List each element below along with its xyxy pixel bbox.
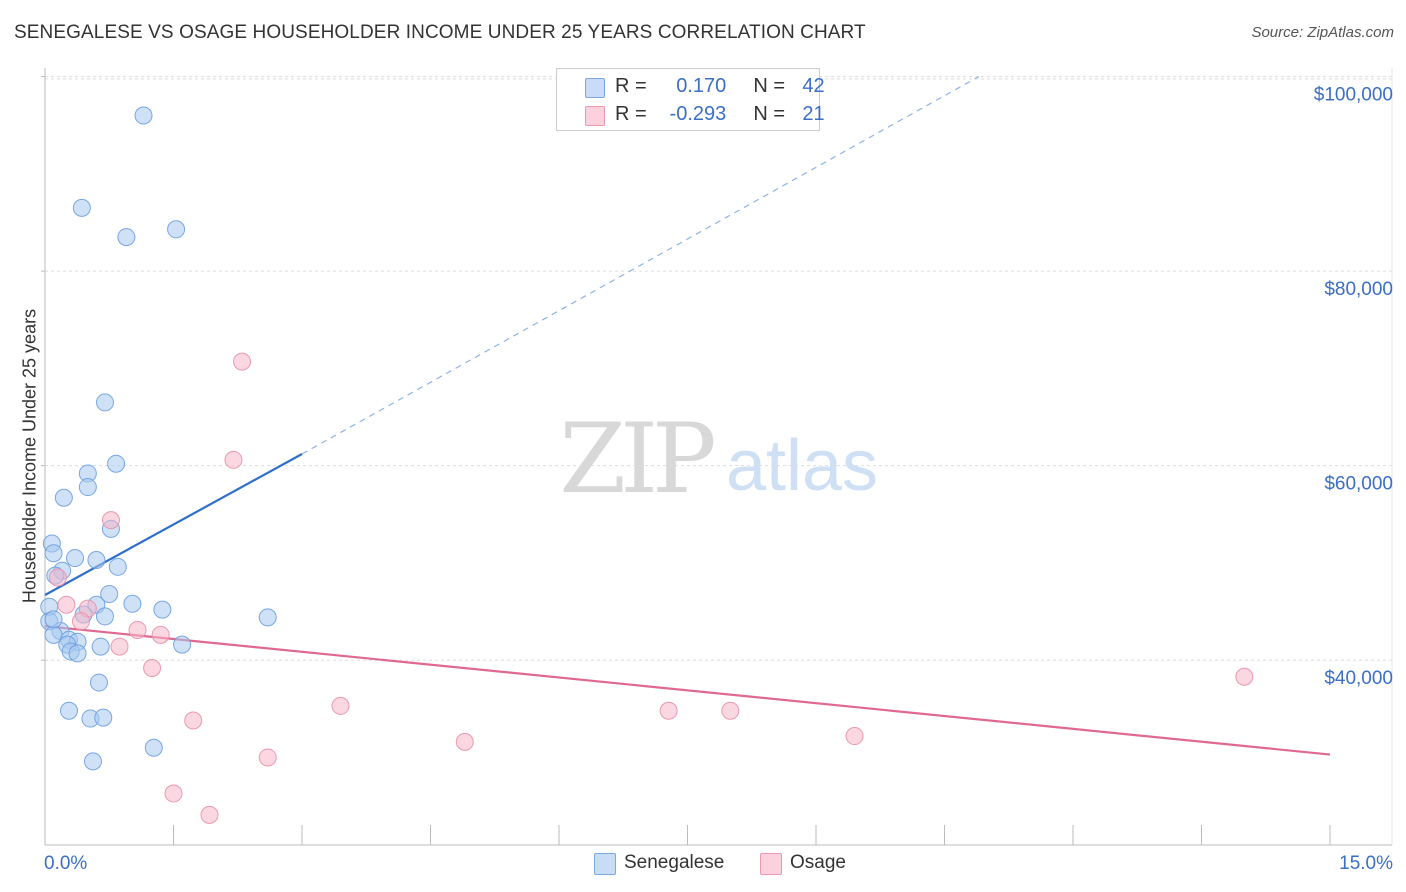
data-point-osage bbox=[331, 696, 350, 715]
trend-line-osage bbox=[44, 625, 1331, 756]
source-label: Source: ZipAtlas.com bbox=[1251, 24, 1394, 41]
data-point-osage bbox=[71, 612, 90, 631]
legend-n-value: 21 bbox=[802, 103, 825, 125]
legend-swatch-osage bbox=[585, 106, 605, 126]
legend-n-value: 42 bbox=[802, 75, 825, 97]
data-point-senegalese bbox=[107, 454, 126, 473]
data-points bbox=[40, 106, 1254, 824]
data-point-osage bbox=[184, 711, 203, 730]
bottom-legend-swatch-osage bbox=[760, 853, 782, 875]
data-point-senegalese bbox=[44, 544, 63, 563]
data-point-osage bbox=[224, 450, 243, 469]
data-point-osage bbox=[57, 595, 76, 614]
legend-r-label: R = bbox=[615, 103, 647, 125]
watermark-zip: ZIP bbox=[559, 403, 714, 515]
data-point-senegalese bbox=[83, 752, 102, 771]
data-point-senegalese bbox=[94, 708, 113, 727]
bottom-legend-label-senegalese: Senegalese bbox=[624, 852, 725, 873]
trend-extension-senegalese bbox=[301, 76, 980, 455]
data-point-osage bbox=[143, 658, 162, 677]
data-point-osage bbox=[1235, 667, 1254, 686]
data-point-osage bbox=[48, 568, 67, 587]
data-point-senegalese bbox=[87, 551, 106, 570]
data-point-osage bbox=[845, 727, 864, 746]
legend-r-value: -0.293 bbox=[669, 103, 727, 125]
chart-title: SENEGALESE VS OSAGE HOUSEHOLDER INCOME U… bbox=[14, 22, 866, 43]
data-point-senegalese bbox=[91, 637, 110, 656]
data-point-osage bbox=[151, 625, 170, 644]
data-point-senegalese bbox=[117, 228, 136, 247]
y-tick-label: $80,000 bbox=[1324, 279, 1393, 300]
data-point-senegalese bbox=[78, 478, 97, 497]
data-point-senegalese bbox=[258, 608, 277, 627]
data-point-senegalese bbox=[68, 644, 87, 663]
data-point-senegalese bbox=[95, 393, 114, 412]
data-point-senegalese bbox=[72, 198, 91, 217]
data-point-senegalese bbox=[123, 594, 142, 613]
data-point-senegalese bbox=[108, 557, 127, 576]
data-point-osage bbox=[128, 621, 147, 640]
y-tick-label: $40,000 bbox=[1324, 668, 1393, 689]
legend-n-label: N = bbox=[753, 75, 786, 97]
data-point-osage bbox=[721, 701, 740, 720]
x-tick-label-min: 0.0% bbox=[44, 853, 87, 874]
trend-lines bbox=[44, 76, 1331, 756]
data-point-osage bbox=[258, 748, 277, 767]
data-point-osage bbox=[200, 805, 219, 824]
data-point-osage bbox=[164, 784, 183, 803]
legend-swatch-senegalese bbox=[585, 78, 605, 98]
legend-r-label: R = bbox=[615, 75, 647, 97]
watermark: ZIP atlas bbox=[559, 403, 878, 515]
axes bbox=[41, 68, 1392, 846]
data-point-senegalese bbox=[65, 549, 84, 568]
correlation-legend: R = 0.170 N = 42 R = -0.293 N = 21 bbox=[556, 68, 825, 131]
data-point-senegalese bbox=[173, 635, 192, 654]
trend-line-senegalese bbox=[44, 453, 303, 596]
legend-n-label: N = bbox=[753, 103, 786, 125]
x-tick-label-max: 15.0% bbox=[1339, 853, 1393, 874]
data-point-osage bbox=[233, 352, 252, 371]
legend-r-value: 0.170 bbox=[676, 75, 727, 97]
data-point-osage bbox=[659, 701, 678, 720]
data-point-senegalese bbox=[100, 585, 119, 604]
data-point-osage bbox=[101, 511, 120, 530]
y-axis-label: Householder Income Under 25 years bbox=[19, 308, 40, 604]
y-tick-label: $100,000 bbox=[1314, 85, 1393, 106]
data-point-senegalese bbox=[54, 488, 73, 507]
data-point-senegalese bbox=[144, 738, 163, 757]
data-point-osage bbox=[455, 732, 474, 751]
data-point-senegalese bbox=[153, 600, 172, 619]
data-point-senegalese bbox=[89, 673, 108, 692]
bottom-legend-swatch-senegalese bbox=[594, 853, 616, 875]
data-point-senegalese bbox=[134, 106, 153, 125]
data-point-osage bbox=[110, 637, 129, 656]
gridlines bbox=[45, 68, 1393, 845]
data-point-senegalese bbox=[59, 701, 78, 720]
tick-labels: $40,000 $60,000 $80,000 $100,000 0.0% 15.0% bbox=[44, 85, 1393, 874]
bottom-legend-label-osage: Osage bbox=[790, 852, 846, 873]
y-tick-label: $60,000 bbox=[1324, 474, 1393, 495]
data-point-senegalese bbox=[95, 607, 114, 626]
data-point-senegalese bbox=[167, 220, 186, 239]
data-point-senegalese bbox=[44, 610, 63, 629]
